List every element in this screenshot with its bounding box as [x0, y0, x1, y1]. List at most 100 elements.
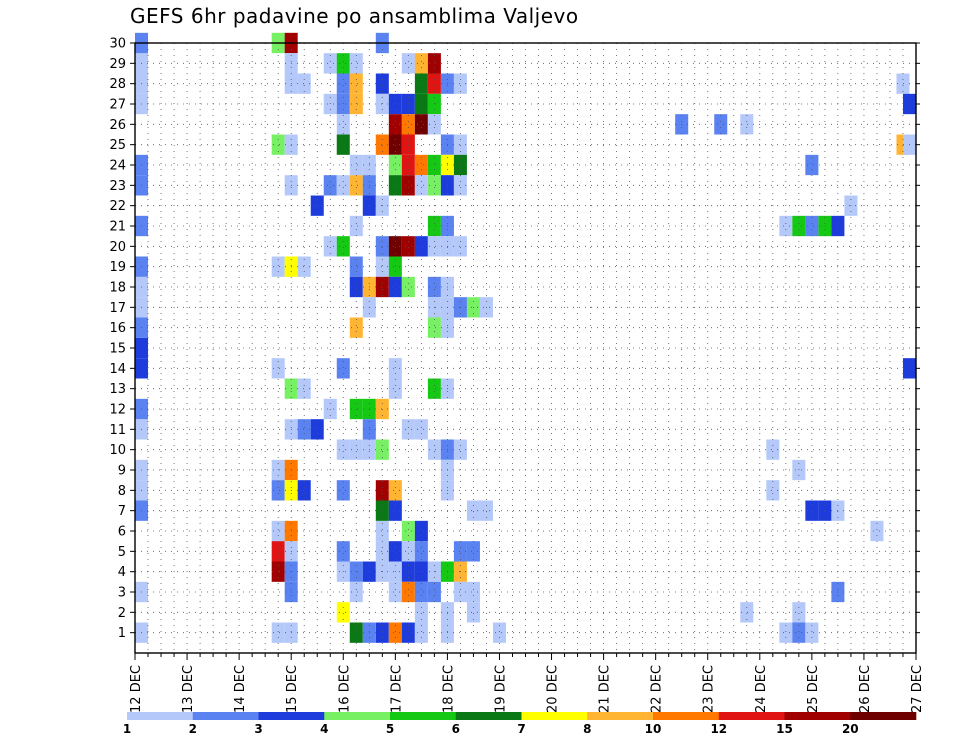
colorbar-label: 4	[320, 722, 328, 736]
heatmap-cell	[336, 358, 350, 379]
heatmap-cell	[453, 541, 467, 562]
x-tick-label: 14 DEC	[233, 665, 248, 713]
heatmap-cell	[375, 73, 389, 94]
y-tick-label: 22	[109, 199, 126, 214]
heatmap-cell	[388, 581, 402, 603]
heatmap-cell	[388, 500, 402, 521]
heatmap-cell	[414, 581, 428, 603]
heatmap-cell	[323, 398, 337, 420]
heatmap-cell	[414, 236, 428, 257]
x-tick-label: 24 DEC	[754, 665, 769, 713]
heatmap-cell	[349, 398, 363, 420]
heatmap-cell	[401, 175, 415, 196]
heatmap-cell	[427, 236, 441, 257]
y-tick-label: 23	[109, 179, 126, 194]
heatmap-cell	[271, 541, 285, 562]
colorbar-label: 12	[710, 722, 727, 736]
heatmap-cell	[401, 520, 415, 542]
heatmap-cell	[427, 215, 441, 237]
x-tick-label: 17 DEC	[389, 665, 404, 713]
heatmap-cell	[349, 581, 363, 603]
heatmap-cell	[336, 53, 350, 74]
y-tick-label: 25	[109, 138, 126, 153]
heatmap-cell	[818, 215, 832, 237]
heatmap-cell	[323, 236, 337, 257]
heatmap-cell	[896, 73, 910, 94]
heatmap-cell	[375, 134, 389, 155]
y-tick-label: 20	[109, 240, 126, 255]
x-tick-label: 13 DEC	[181, 665, 196, 713]
y-tick-label: 6	[118, 525, 126, 540]
colorbar-swatch	[850, 712, 917, 720]
y-tick-label: 13	[109, 382, 126, 397]
heatmap-cell	[336, 480, 350, 501]
heatmap-cell	[349, 73, 363, 94]
heatmap-cell	[375, 500, 389, 521]
heatmap-cell	[297, 378, 311, 399]
colorbar-swatch	[653, 712, 720, 720]
heatmap-cell	[453, 439, 467, 460]
y-tick-label: 7	[118, 504, 126, 519]
x-tick-label: 27 DEC	[910, 665, 925, 713]
heatmap-cell	[336, 236, 350, 257]
heatmap-cell	[349, 622, 363, 643]
heatmap-cell	[401, 236, 415, 257]
heatmap-cell	[414, 175, 428, 196]
heatmap-cell	[375, 256, 389, 277]
colorbar-swatch	[390, 712, 457, 720]
heatmap-cell	[336, 541, 350, 562]
x-tick-label: 19 DEC	[494, 665, 509, 713]
heatmap-cell	[401, 134, 415, 155]
heatmap-cell	[779, 622, 793, 643]
heatmap-cell	[349, 53, 363, 74]
heatmap-cell	[336, 134, 350, 155]
heatmap-cell	[427, 378, 441, 399]
heatmap-cell	[310, 419, 324, 440]
y-tick-label: 10	[109, 443, 126, 458]
heatmap-cell	[349, 256, 363, 277]
heatmap-cell	[297, 73, 311, 94]
heatmap-cell	[805, 215, 819, 237]
y-tick-label: 19	[109, 260, 126, 275]
heatmap-cell	[414, 520, 428, 542]
colorbar-label: 10	[645, 722, 662, 736]
heatmap-cell	[805, 154, 819, 176]
x-axis: 12 DEC 13 DEC 14 DEC 15 DEC 16 DEC 17 DEC 18 D…	[129, 653, 925, 713]
heatmap-cell	[336, 439, 350, 460]
heatmap-cell	[427, 581, 441, 603]
heatmap-cell	[375, 276, 389, 298]
colorbar-label: 1	[123, 722, 131, 736]
heatmap-cell	[349, 439, 363, 460]
heatmap-cell	[414, 622, 428, 643]
heatmap-cell	[336, 602, 350, 623]
heatmap-cell	[479, 500, 493, 521]
heatmap-cell	[414, 602, 428, 623]
heatmap-cell	[349, 317, 363, 338]
y-tick-label: 29	[109, 57, 126, 72]
heatmap-cell	[336, 73, 350, 94]
heatmap-cell	[492, 622, 506, 643]
heatmap-cell	[388, 276, 402, 298]
colorbar-swatch	[455, 712, 522, 720]
heatmap-cell	[297, 256, 311, 277]
heatmap-cell	[414, 154, 428, 176]
heatmap-cell	[401, 53, 415, 74]
heatmap-cell	[375, 480, 389, 501]
colorbar-swatch	[127, 712, 194, 720]
heatmap-cell	[375, 622, 389, 643]
x-tick-label: 21 DEC	[598, 665, 613, 713]
heatmap-cell	[388, 175, 402, 196]
heatmap-cell	[349, 154, 363, 176]
heatmap-cell	[401, 276, 415, 298]
x-tick-label: 25 DEC	[806, 665, 821, 713]
heatmap-cell	[388, 358, 402, 379]
heatmap-cell	[427, 175, 441, 196]
heatmap-cell	[766, 439, 780, 460]
heatmap-cell	[388, 114, 402, 135]
colorbar-swatch	[258, 712, 325, 720]
colorbar-swatch	[521, 712, 588, 720]
heatmap-cell	[388, 134, 402, 155]
heatmap-cell	[453, 175, 467, 196]
heatmap-cell	[740, 114, 754, 135]
heatmap-cell	[271, 622, 285, 643]
